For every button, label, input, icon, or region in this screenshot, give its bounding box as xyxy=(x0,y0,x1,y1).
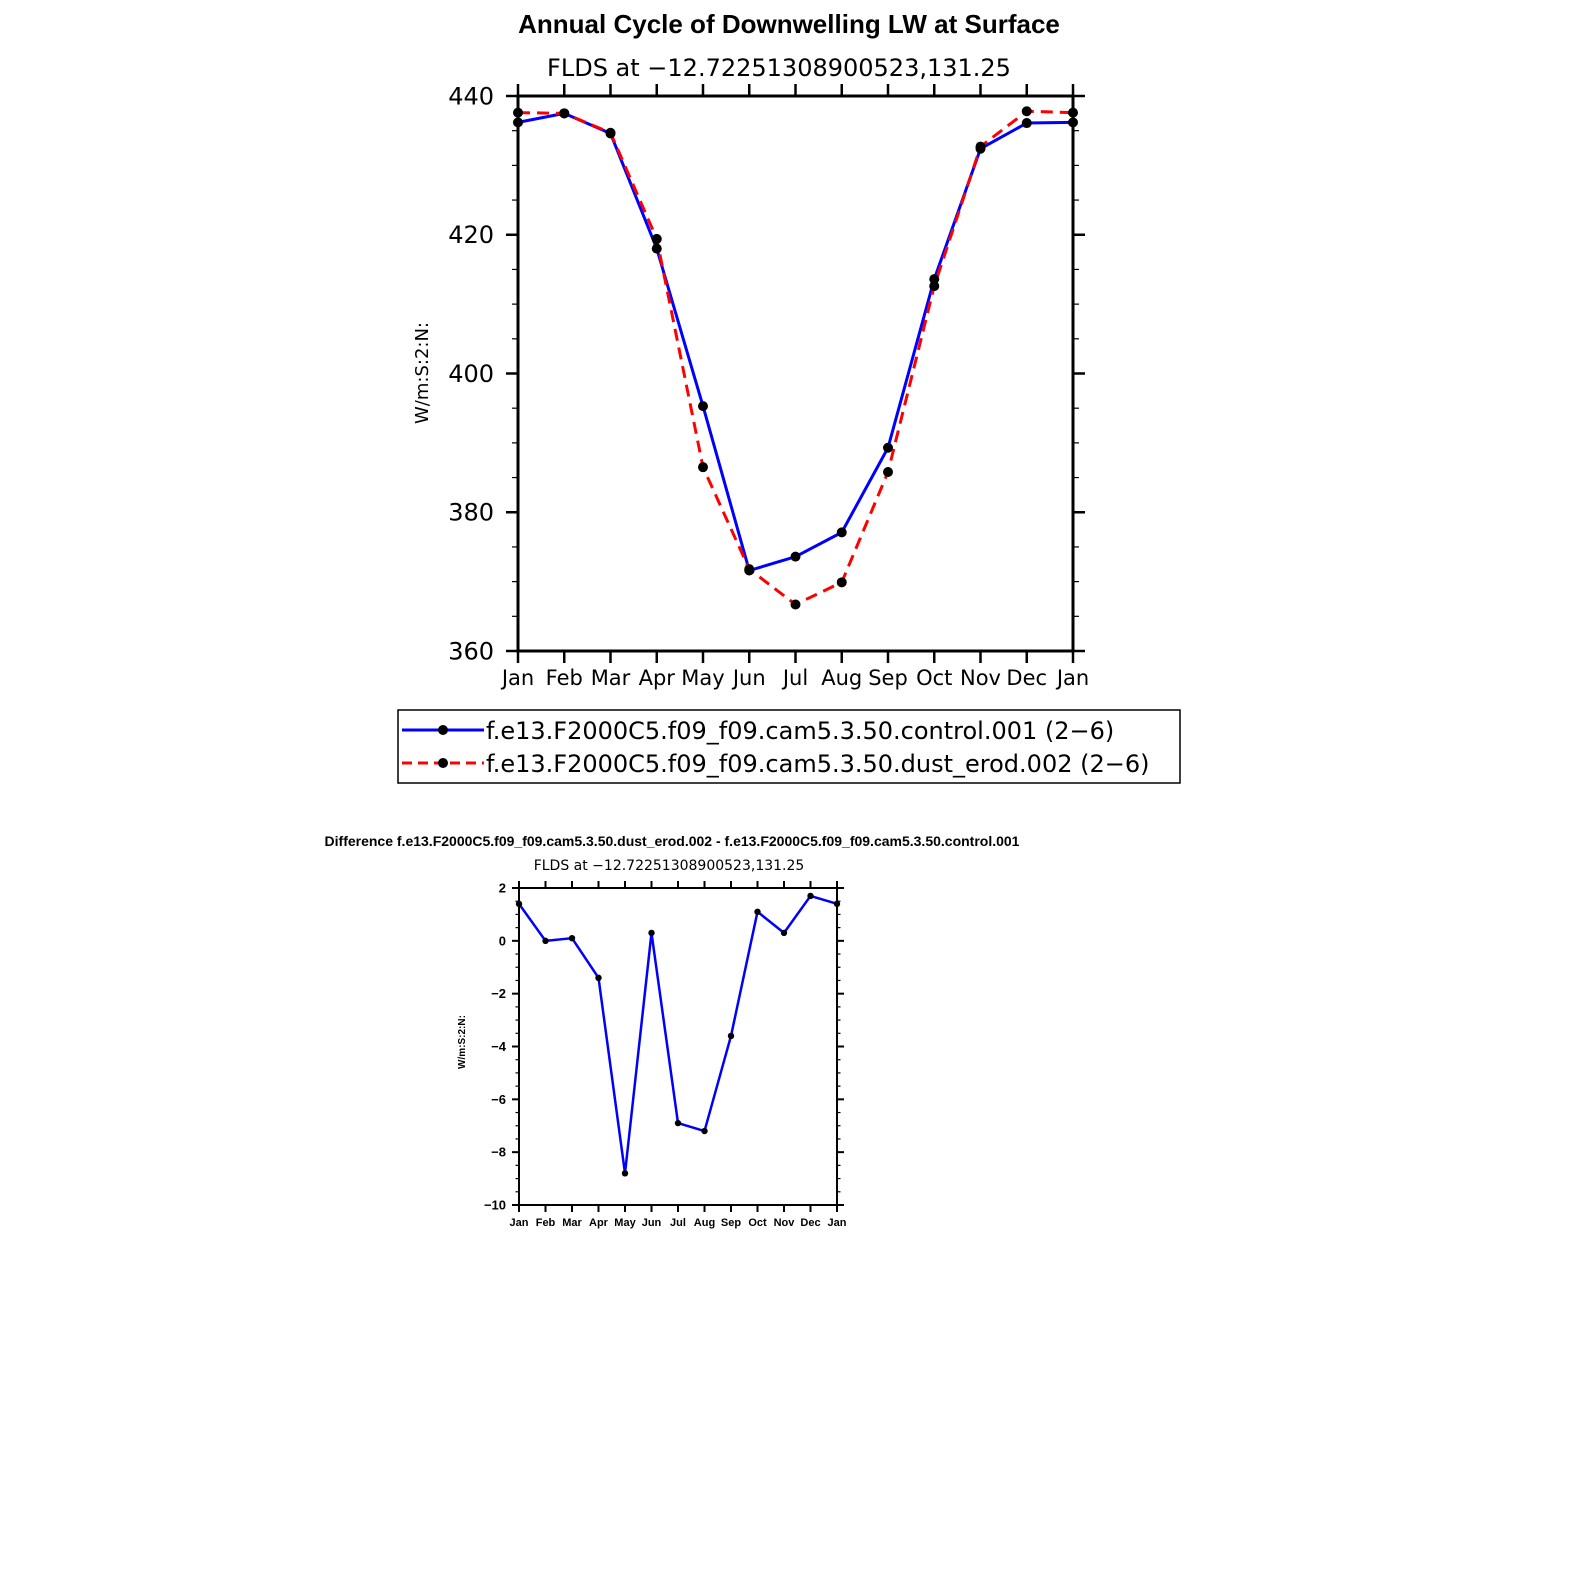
chart2-plot: Jan Feb Mar Apr May Jun Jul Aug Sep Oct Nov Dec Jan−… xyxy=(484,881,847,1229)
chart1-ytick-label: 420 xyxy=(448,221,494,249)
chart2-xtick-label: Jun xyxy=(642,1217,662,1229)
chart1-series-0-point xyxy=(836,527,847,538)
chart2-series-0-point xyxy=(833,900,841,908)
chart1-xtick-label: Jan xyxy=(500,666,534,690)
chart1-subtitle: FLDS at −12.72251308900523,131.25 xyxy=(547,54,1011,82)
chart1-series-1-point xyxy=(836,577,847,588)
chart2-series-0-point xyxy=(595,974,602,982)
chart1-series-1-point xyxy=(559,108,570,119)
chart1-series-1-point xyxy=(744,564,755,575)
legend-marker-control xyxy=(438,725,448,735)
chart2-series-0-point xyxy=(701,1127,708,1135)
chart1-series-1-point xyxy=(1068,107,1078,118)
chart1-series-1-point xyxy=(1021,106,1032,117)
chart2-ytick-label: −8 xyxy=(491,1145,506,1160)
chart2-frame xyxy=(518,887,838,1206)
chart1-series-1-point xyxy=(975,141,986,152)
chart2-series-0-point xyxy=(754,908,761,915)
chart2-series-0-point xyxy=(780,929,788,937)
chart1-xtick-label: Mar xyxy=(591,666,631,690)
chart2-xtick-label: Jan xyxy=(828,1217,847,1229)
chart1-series-1-point xyxy=(929,281,940,292)
chart2-ytick-label: −10 xyxy=(484,1198,506,1213)
chart2-title: Difference f.e13.F2000C5.f09_f09.cam5.3.… xyxy=(325,833,1020,849)
chart1-ytick-label: 400 xyxy=(448,360,494,388)
chart2-series-0-point xyxy=(727,1032,735,1040)
chart2-xtick-label: Aug xyxy=(694,1217,715,1229)
chart2-ytick-label: −6 xyxy=(491,1092,506,1107)
chart2-ytick-label: 0 xyxy=(499,933,506,948)
chart2-series-0-point xyxy=(542,937,549,945)
chart2-xtick-label: Oct xyxy=(748,1217,767,1229)
chart1-series-0-point xyxy=(883,442,893,453)
chart2-ytick-label: −4 xyxy=(491,1039,507,1054)
chart2-xtick-label: Feb xyxy=(536,1217,556,1229)
chart2-xtick-label: Dec xyxy=(800,1217,820,1229)
chart2-xtick-label: Apr xyxy=(589,1217,609,1229)
legend-box xyxy=(397,709,1181,784)
chart2-series-line-0 xyxy=(517,894,838,1175)
chart1-series-1-point xyxy=(883,467,893,478)
chart1-title: Annual Cycle of Downwelling LW at Surfac… xyxy=(518,9,1060,39)
chart2-ytick-label: −2 xyxy=(491,986,506,1001)
chart2-xtick-label: Jul xyxy=(670,1217,686,1229)
chart2-series-0-point xyxy=(648,929,655,937)
chart1-plot: Jan Feb Mar Apr May Jun Jul Aug Sep Oct Nov Dec Jan3… xyxy=(448,82,1089,690)
chart1-frame xyxy=(516,94,1075,653)
legend-marker-dust xyxy=(438,758,448,768)
chart1-series-0-point xyxy=(698,401,708,412)
chart2-ylabel: W/m:S:2:N: xyxy=(457,1015,468,1069)
chart1-series-0-point xyxy=(1068,117,1078,128)
chart2-series-0-point xyxy=(674,1119,682,1127)
chart1-ytick-label: 360 xyxy=(448,637,494,665)
chart2-series-0-point xyxy=(621,1170,629,1177)
chart1-legend: f.e13.F2000C5.f09_f09.cam5.3.50.control.… xyxy=(397,709,1181,784)
chart1-xtick-label: Jan xyxy=(1055,666,1089,690)
chart1-series-0-point xyxy=(929,274,940,285)
legend-label-dust: f.e13.F2000C5.f09_f09.cam5.3.50.dust_ero… xyxy=(486,750,1149,778)
chart1-series-0-point xyxy=(513,117,523,128)
chart1-series-1-point xyxy=(698,462,708,473)
chart2-xtick-label: May xyxy=(614,1217,636,1229)
chart1-xtick-label: Jun xyxy=(731,666,766,690)
chart1-xtick-label: Sep xyxy=(868,666,908,690)
chart2-ytick-label: 2 xyxy=(499,881,506,896)
chart2-subtitle: FLDS at −12.72251308900523,131.25 xyxy=(534,858,805,874)
chart1-ylabel: W/m:S:2:N: xyxy=(412,322,433,424)
chart1-xtick-label: Jul xyxy=(781,666,808,690)
chart1-series-0-point xyxy=(790,551,801,562)
chart1-series-1-point xyxy=(513,107,523,118)
chart2-xtick-label: Jan xyxy=(510,1217,529,1229)
chart1-series-line-0 xyxy=(517,111,1074,573)
chart2-xtick-label: Mar xyxy=(562,1217,582,1229)
chart1-series-0-point xyxy=(1021,118,1032,129)
chart1-series-1-point xyxy=(605,127,616,138)
chart1-xtick-label: Oct xyxy=(916,666,952,690)
chart1-xtick-label: Apr xyxy=(639,666,676,690)
chart2-series-0-point xyxy=(807,892,814,900)
chart1-series-line-1 xyxy=(517,109,1074,607)
chart1-xtick-label: May xyxy=(681,666,724,690)
chart2-xtick-label: Sep xyxy=(721,1217,741,1229)
chart1-xtick-label: Aug xyxy=(821,666,862,690)
chart1-series-0-point xyxy=(651,243,662,254)
chart1-series-1-point xyxy=(651,233,662,244)
chart2-series-0-point xyxy=(515,900,523,908)
chart1-xtick-label: Dec xyxy=(1006,666,1047,690)
legend-label-control: f.e13.F2000C5.f09_f09.cam5.3.50.control.… xyxy=(486,717,1114,745)
chart1-xtick-label: Feb xyxy=(546,666,583,690)
chart2-series-0-point xyxy=(568,934,576,942)
chart1-series-1-point xyxy=(790,599,801,610)
chart1-ytick-label: 440 xyxy=(448,82,494,110)
chart1-ytick-label: 380 xyxy=(448,499,494,527)
chart1-xtick-label: Nov xyxy=(960,666,1001,690)
chart2-xtick-label: Nov xyxy=(774,1217,796,1229)
